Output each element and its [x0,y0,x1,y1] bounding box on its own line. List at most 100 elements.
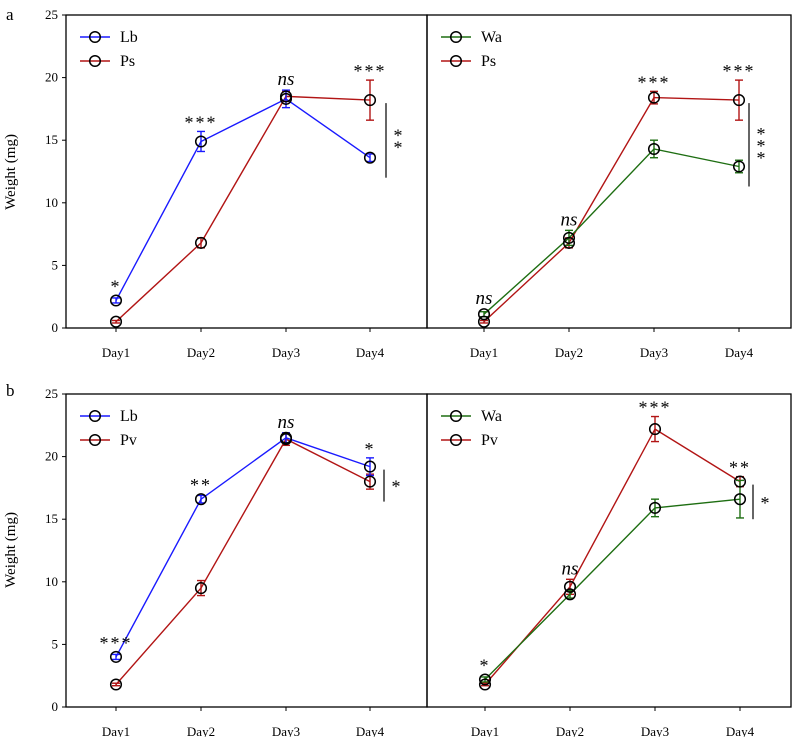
series-Pv [112,432,374,687]
series-line [483,148,740,315]
legend-marker [449,409,463,423]
x-tick-label: Day3 [640,345,668,360]
data-point [109,650,123,663]
significance-ns-label: ns [278,69,295,90]
x-tick-label: Day3 [272,724,300,737]
data-point [732,94,746,107]
series-Wa [481,479,744,683]
legend-label: Ps [120,53,135,70]
data-point [279,431,293,444]
legend-label: Pv [120,432,137,449]
series-line [484,498,741,680]
significance-label: * [480,656,491,676]
significance-label: ** [729,458,751,478]
data-point [648,501,662,514]
y-tick-label: 5 [52,636,59,651]
legend-item-Wa: Wa [441,29,502,46]
y-axis-title-a: Weight (mg) [3,134,19,210]
significance-label: *** [723,61,756,81]
y-axis-a: 0 5 10 15 20 25 [45,7,66,335]
y-axis-b: 0 5 10 15 20 25 [45,386,66,714]
series-Wa [480,139,743,318]
series-line [484,428,741,685]
data-point [109,294,123,307]
data-point [478,678,492,691]
significance-label: * [111,277,122,297]
y-tick-label: 25 [45,7,58,22]
legend-item-Ps: Ps [80,53,135,70]
data-point [562,236,576,249]
significance-label: * [365,439,376,459]
y-axis-title-b: Weight (mg) [3,512,19,588]
data-point [648,423,662,436]
legend-label: Lb [120,29,138,46]
y-tick-label: 15 [45,132,58,147]
y-tick-label: 10 [45,195,58,210]
x-tick-label: Day2 [556,724,584,737]
y-tick-label: 10 [45,574,58,589]
bracket-label: * [394,125,405,145]
data-point [109,315,123,328]
legend-item-Ps: Ps [441,53,496,70]
legend-label: Lb [120,408,138,425]
data-point [194,135,208,148]
data-point [733,475,747,488]
legend-item-Wa: Wa [441,408,502,425]
data-point [194,493,208,506]
x-tick-label: Day4 [356,345,385,360]
data-point [194,582,208,595]
series-line [115,438,371,685]
y-tick-label: 20 [45,449,58,464]
legend-item-Pv: Pv [80,432,137,449]
series-Lb [112,89,374,304]
x-tick-label: Day2 [187,345,215,360]
significance-label: *** [100,633,133,653]
series-line [115,95,371,323]
series-line [115,98,371,301]
significance-label: *** [639,398,672,418]
bracket-label: * [757,124,768,144]
legend-marker [449,30,463,44]
y-tick-label: 0 [52,320,59,335]
bracket-label: * [757,148,768,168]
legend-item-Lb: Lb [80,29,138,46]
data-point [563,580,577,593]
plot-frame [426,14,792,329]
y-tick-label: 15 [45,511,58,526]
x-tick-label: Day1 [102,345,130,360]
x-tick-label: Day4 [356,724,385,737]
data-point [109,678,123,691]
legend-label: Ps [481,53,496,70]
legend-marker [88,433,102,447]
significance-label: *** [354,61,387,81]
y-tick-label: 0 [52,699,59,714]
significance-label: *** [185,112,218,132]
data-point [363,151,377,164]
x-tick-label: Day1 [471,724,499,737]
x-tick-label: Day1 [470,345,498,360]
significance-ns-label: ns [278,412,295,433]
x-tick-label: Day3 [272,345,300,360]
series-Ps [480,79,743,324]
data-point [279,92,293,105]
legend-marker [88,54,102,68]
data-point [194,236,208,249]
x-tick-label: Day2 [555,345,583,360]
legend-item-Lb: Lb [80,408,138,425]
data-point [363,460,377,473]
legend-marker [88,30,102,44]
panel-letter-a: a [6,5,14,24]
legend-label: Pv [481,432,498,449]
x-tick-label: Day4 [725,345,754,360]
series-Lb [112,432,374,661]
data-point [647,142,661,156]
legend-label: Wa [481,408,502,425]
data-point [363,475,377,488]
legend-marker [88,409,102,423]
x-tick-label: Day3 [641,724,669,737]
